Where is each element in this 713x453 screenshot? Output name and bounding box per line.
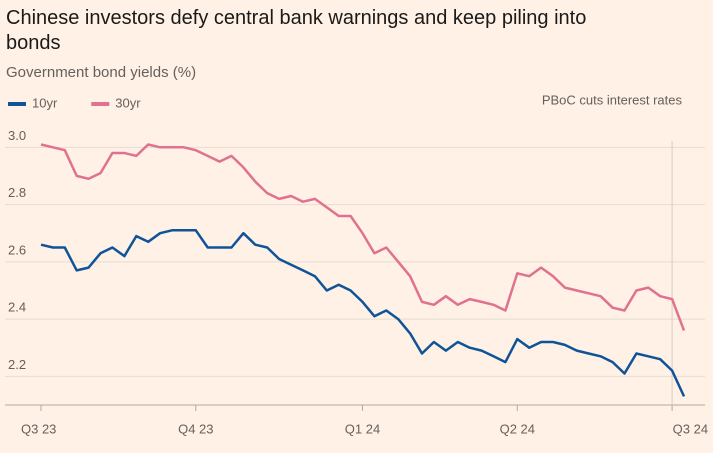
annotation: PBoC cuts interest rates — [542, 92, 683, 107]
x-tick-label: Q4 23 — [178, 421, 213, 436]
legend-label: 30yr — [115, 95, 141, 110]
series-line — [40, 229, 686, 397]
x-tick-label: Q3 24 — [673, 421, 708, 436]
x-tick-label: Q2 24 — [500, 421, 535, 436]
chart-title: Chinese investors defy central bank warn… — [6, 7, 587, 54]
x-tick-label: Q1 24 — [345, 421, 380, 436]
legend-label: 10yr — [32, 95, 58, 110]
y-tick-label: 3.0 — [8, 128, 26, 143]
chart-subtitle: Government bond yields (%) — [6, 64, 197, 81]
y-tick-label: 2.2 — [8, 357, 26, 372]
y-tick-label: 2.8 — [8, 185, 26, 200]
series-line — [40, 143, 686, 332]
y-tick-label: 2.4 — [8, 300, 26, 315]
x-tick-label: Q3 23 — [21, 421, 56, 436]
y-tick-label: 2.6 — [8, 242, 26, 257]
